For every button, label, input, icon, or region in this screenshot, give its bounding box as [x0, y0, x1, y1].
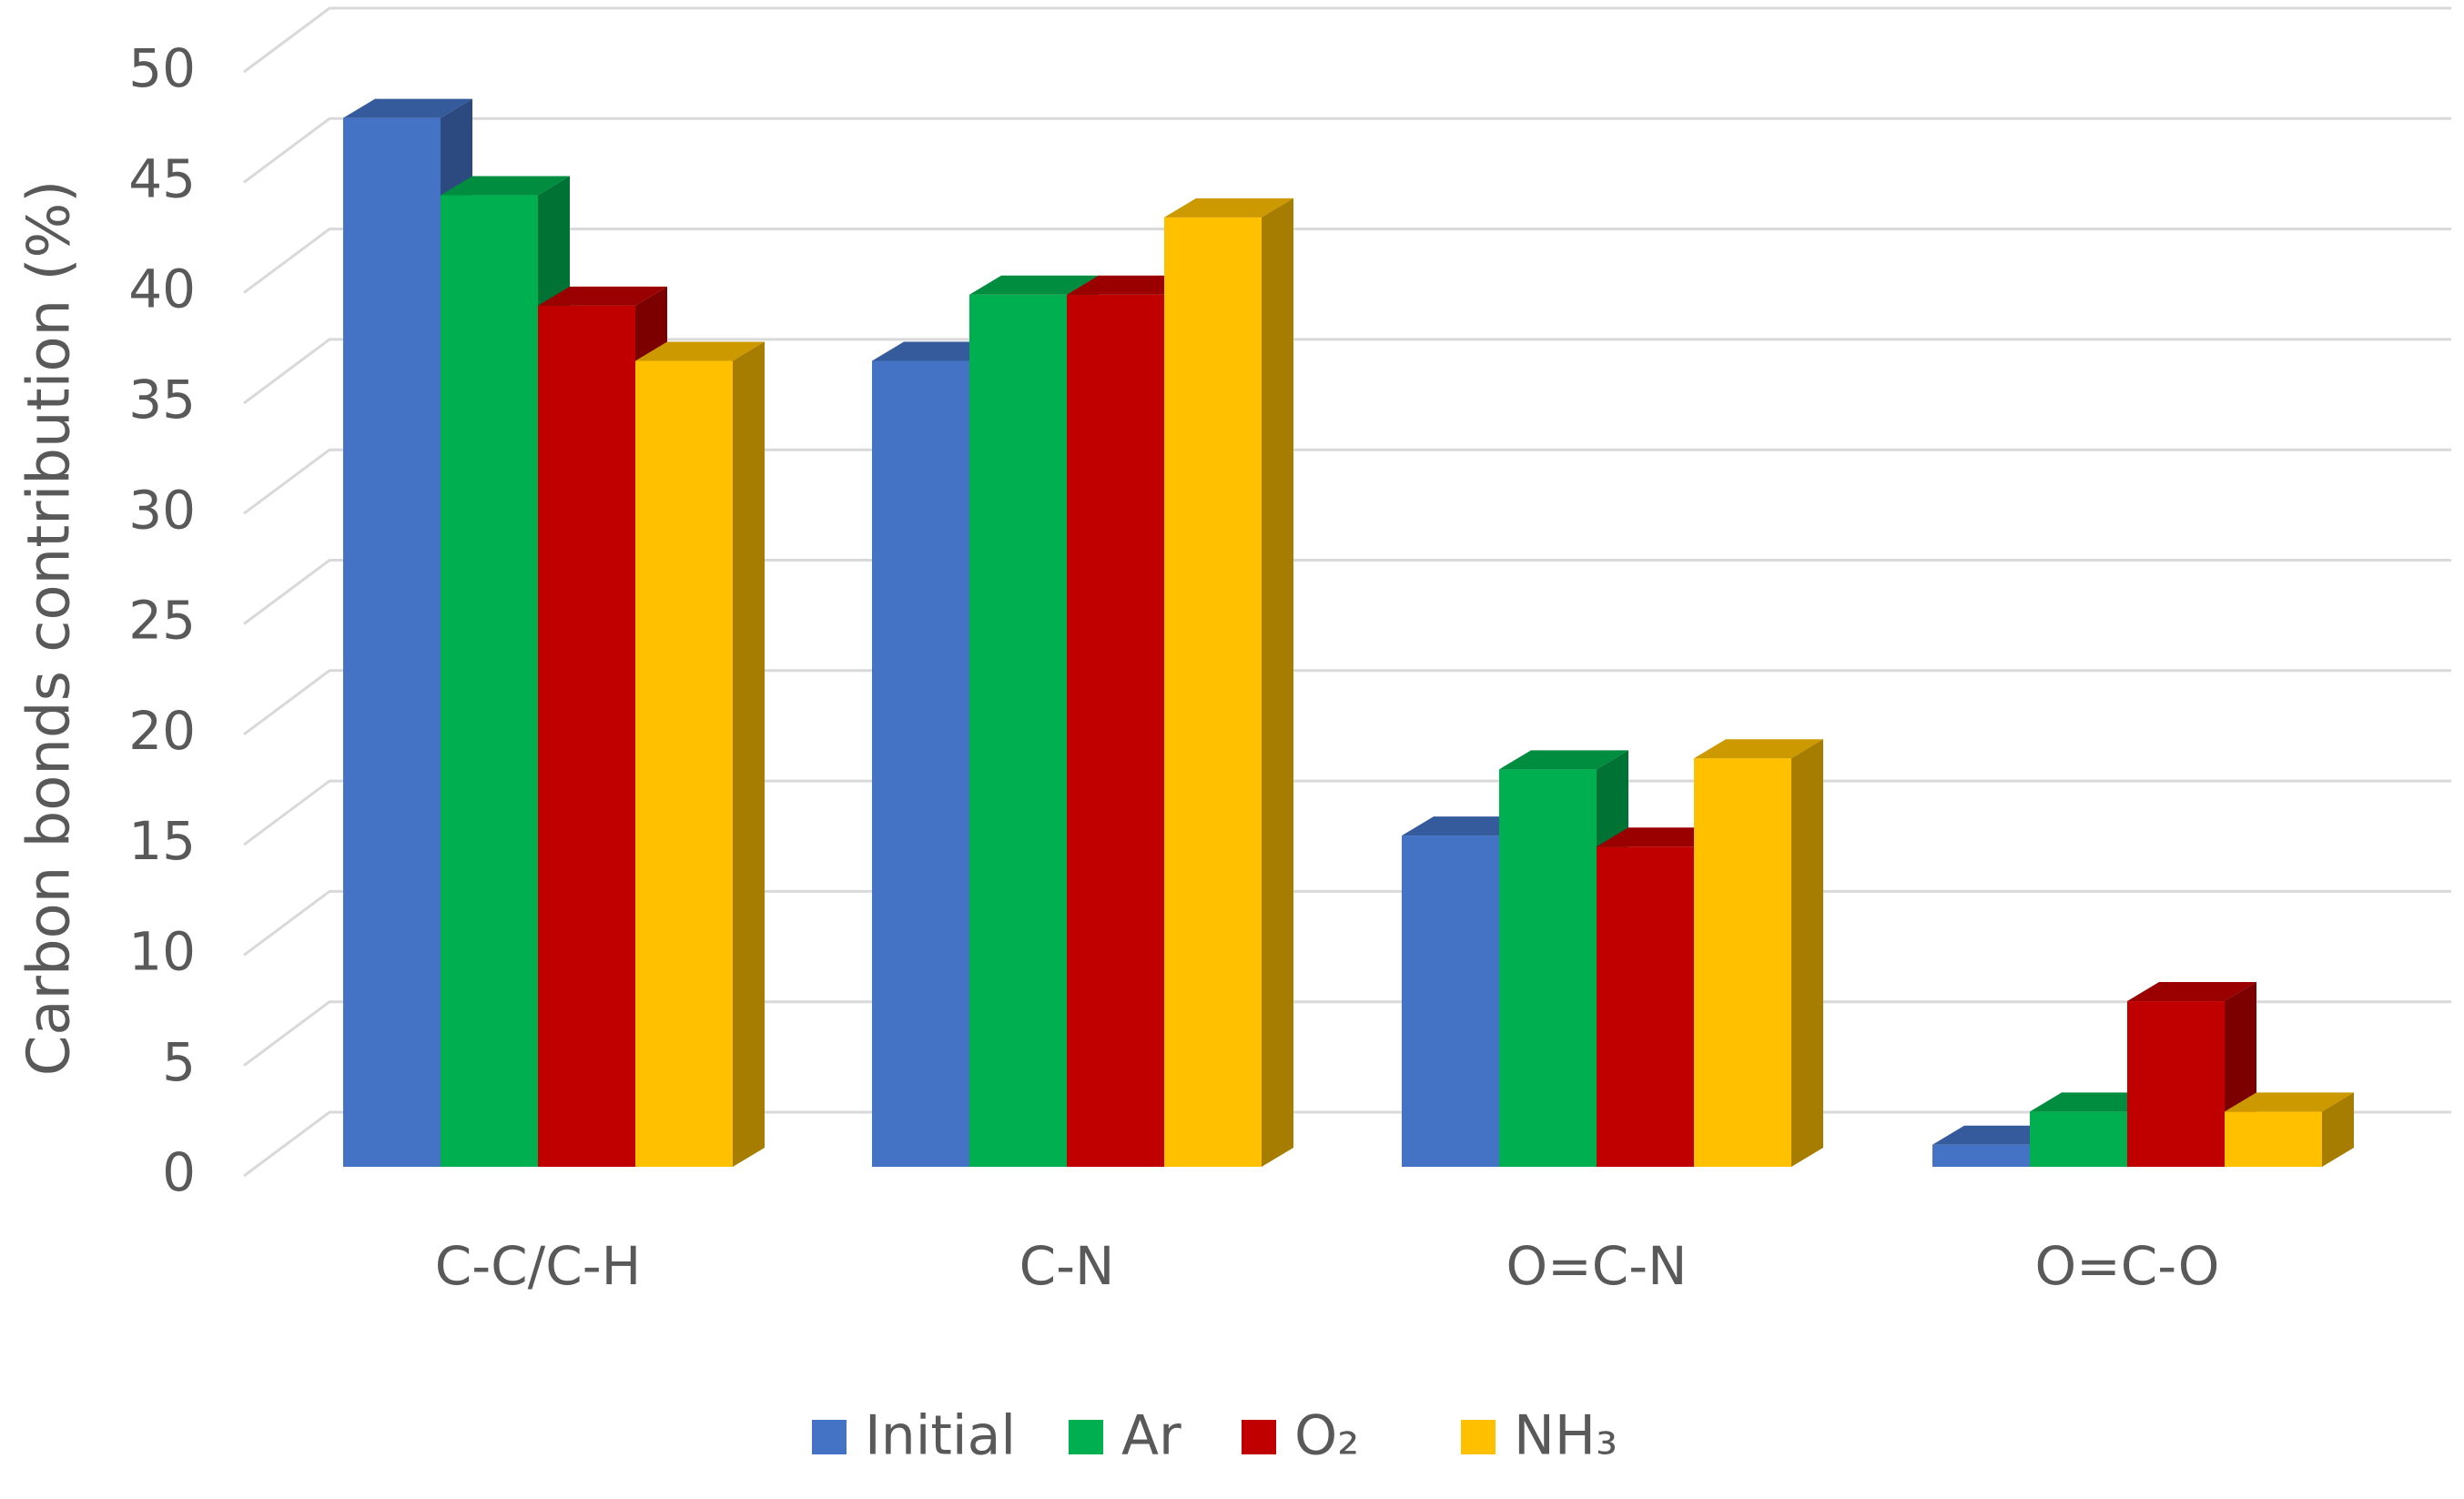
bar-top: [872, 341, 1001, 361]
bar-top: [1597, 827, 1726, 847]
bar: [1164, 198, 1293, 1167]
bar-side: [1791, 739, 1823, 1167]
bar-top: [1067, 275, 1196, 295]
grid-line: [243, 228, 2451, 294]
y-tick-label: 30: [128, 479, 196, 541]
bar-top: [635, 341, 765, 361]
bar-top: [2127, 982, 2256, 1002]
bar-top: [1932, 1125, 2062, 1145]
grid-line: [243, 559, 2451, 625]
y-tick-label: 35: [128, 369, 196, 430]
y-tick-label: 50: [128, 37, 196, 99]
bar-top: [1499, 750, 1628, 770]
bar-front: [1499, 769, 1597, 1167]
grid-line: [243, 116, 2451, 184]
bar-top: [969, 275, 1099, 295]
y-tick-label: 40: [128, 258, 196, 320]
bar-top: [2225, 1092, 2354, 1112]
bar-front: [969, 294, 1067, 1168]
y-tick-label: 45: [128, 147, 196, 209]
grid-line: [243, 338, 2451, 405]
y-tick-label: 20: [128, 700, 196, 762]
y-tick-label: 15: [128, 810, 196, 872]
bar-front: [872, 360, 969, 1167]
grid-line: [243, 669, 2451, 736]
bar-front: [1932, 1144, 2030, 1167]
bar: [635, 341, 765, 1167]
y-tick-label: 0: [162, 1141, 196, 1203]
bar-top: [2030, 1092, 2159, 1112]
legend-label: NH₃: [1514, 1404, 1617, 1468]
bar-top: [1164, 198, 1293, 218]
x-tick-label: O=C-N: [1506, 1235, 1687, 1297]
bar-side: [2322, 1092, 2354, 1167]
bar-front: [1694, 758, 1791, 1167]
y-axis-title: Carbon bonds contribution (%): [16, 180, 84, 1077]
legend-swatch: [1461, 1420, 1496, 1454]
bar-front: [1067, 294, 1164, 1168]
bar-front: [343, 117, 441, 1167]
x-tick-label: C-C/C-H: [435, 1235, 642, 1297]
x-tick-label: O=C-O: [2035, 1235, 2220, 1297]
bar-front: [441, 195, 538, 1167]
bar-front: [635, 360, 733, 1167]
bar-top: [441, 176, 570, 196]
bar-front: [1164, 217, 1262, 1167]
legend-label: O₂: [1294, 1404, 1359, 1468]
bar: [2225, 1092, 2354, 1167]
bar-front: [2127, 1001, 2225, 1167]
bar-top: [1402, 816, 1531, 836]
bar-side: [1262, 198, 1293, 1167]
x-tick-label: C-N: [1019, 1235, 1115, 1297]
bar-front: [2225, 1111, 2322, 1167]
grid-line: [243, 6, 2451, 74]
bar-side: [733, 341, 765, 1167]
grid-line: [243, 448, 2451, 515]
legend-swatch: [1242, 1420, 1276, 1454]
legend-label: Initial: [865, 1404, 1016, 1468]
bar-front: [1402, 836, 1499, 1167]
y-tick-label: 10: [128, 921, 196, 983]
bar-front: [538, 305, 635, 1167]
bar-front: [2030, 1111, 2127, 1167]
bar-top: [343, 98, 472, 118]
legend-label: Ar: [1121, 1404, 1181, 1468]
bar-top: [538, 286, 667, 306]
bar-top: [1694, 739, 1823, 759]
legend-swatch: [812, 1420, 847, 1454]
y-tick-label: 5: [162, 1031, 196, 1093]
bar: [1694, 739, 1823, 1167]
bar-front: [1597, 846, 1694, 1167]
y-tick-label: 25: [128, 590, 196, 652]
legend-swatch: [1069, 1420, 1103, 1454]
